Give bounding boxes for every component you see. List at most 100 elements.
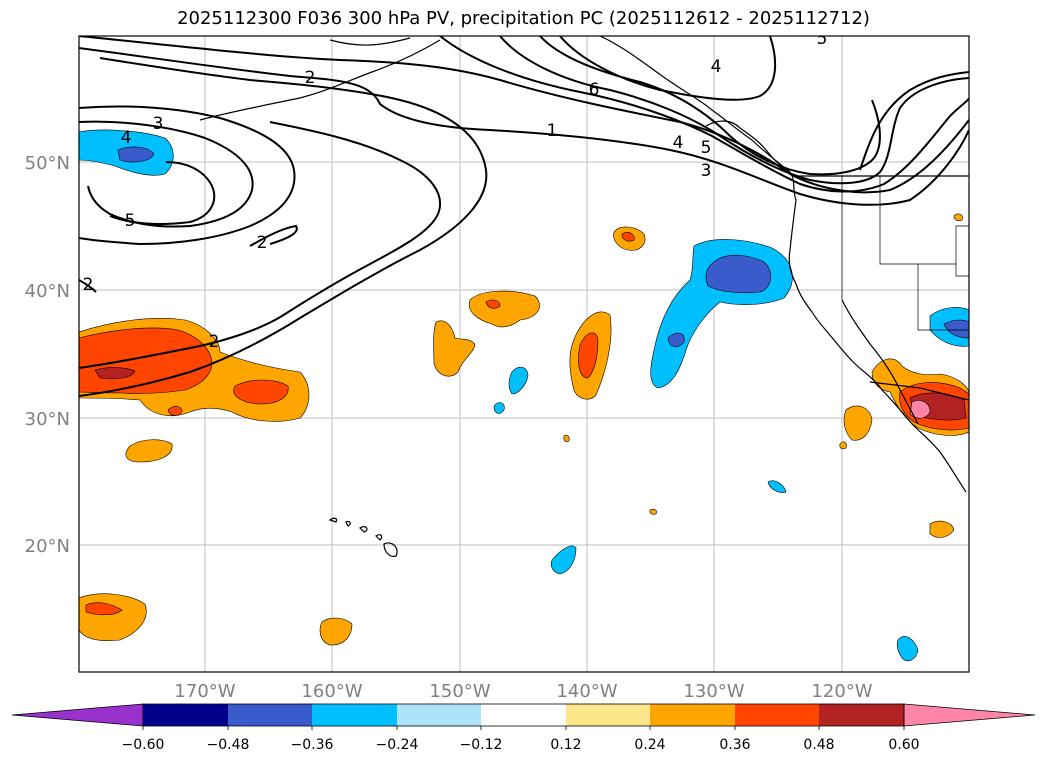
border-us-mexico <box>869 381 969 401</box>
pv-contour-far-sw <box>79 279 97 293</box>
colorbar-swatch <box>819 704 904 726</box>
precip-orange-tiny <box>563 434 570 443</box>
precip-red-152-38 <box>485 299 501 309</box>
colorbar-tick-label: −0.12 <box>460 737 503 753</box>
colorbar-tick-label: −0.36 <box>291 737 334 753</box>
precip-orange-165 <box>125 439 173 463</box>
precip-red-sw <box>85 602 123 616</box>
contour-labels: 2 3 4 5 2 2 2 6 1 4 5 3 4 5 <box>83 29 828 352</box>
precip-red-140-34 <box>578 332 599 379</box>
precip-red-dot <box>167 406 183 416</box>
lat-label: 40°N <box>25 281 70 302</box>
colorbar-swatch <box>481 704 566 726</box>
precip-orange-155-34 <box>433 320 476 377</box>
contour-label: 5 <box>817 29 828 49</box>
islands-hawaii <box>328 517 398 557</box>
coast-baja <box>841 299 919 425</box>
contour-label: 2 <box>305 68 316 88</box>
precip-orange-123-29 <box>843 405 873 441</box>
precip-darkblue-north <box>117 146 155 163</box>
islands-coast-bc <box>705 120 791 173</box>
contour-label: 2 <box>83 275 94 295</box>
pv-contour-6 <box>559 36 777 101</box>
colorbar-tick-label: 0.36 <box>719 737 750 753</box>
colorbar-swatch <box>566 704 650 726</box>
coast-north-america <box>599 36 967 493</box>
contour-label: 5 <box>125 211 136 231</box>
colorbar-tick-label: −0.60 <box>122 737 165 753</box>
lon-label: 120°W <box>811 681 872 702</box>
pv-contour-3-north <box>439 36 969 193</box>
colorbar-tick-label: −0.24 <box>376 737 419 753</box>
contour-label: 5 <box>701 138 712 158</box>
contour-label: 1 <box>547 121 558 141</box>
colorbar-swatch <box>143 704 228 726</box>
contour-label: 3 <box>701 161 712 181</box>
lat-label: 50°N <box>25 153 70 174</box>
pv-contour-us <box>859 71 969 171</box>
map-area: 2 3 4 5 2 2 2 6 1 4 5 3 4 5 <box>79 29 969 672</box>
contour-label: 4 <box>121 128 132 148</box>
precip-orange-160-15 <box>319 617 353 646</box>
colorbar: −0.60 −0.48 −0.36 −0.24 −0.12 0.12 0.24 … <box>11 703 1036 753</box>
contour-label: 2 <box>257 233 268 253</box>
contour-label: 4 <box>711 57 722 77</box>
map-title: 2025112300 F036 300 hPa PV, precipitatio… <box>177 8 870 29</box>
colorbar-tick-label: −0.48 <box>207 737 250 753</box>
pv-contour-3 <box>79 105 296 246</box>
precip-blue-sw-hawaii <box>550 545 577 575</box>
precip-darkblue-us <box>943 319 969 339</box>
pv-contour-2-west <box>79 57 488 397</box>
precip-blue-mid <box>767 480 787 493</box>
precip-orange-us-north <box>953 213 963 222</box>
colorbar-swatch <box>650 704 735 726</box>
colorbar-frame <box>142 703 905 727</box>
pv-contour-2-small <box>249 224 298 247</box>
colorbar-swatch <box>735 704 819 726</box>
lon-label: 160°W <box>301 681 362 702</box>
contour-label: 6 <box>589 80 600 100</box>
contour-label: 2 <box>209 332 220 352</box>
contour-label: 3 <box>153 114 164 134</box>
lat-label: 30°N <box>25 409 70 430</box>
pv-contour-2-b <box>79 121 441 369</box>
precip-blue-south <box>896 636 919 662</box>
pv-contour-4-north <box>499 36 969 185</box>
border-states <box>841 176 969 331</box>
lon-label: 130°W <box>683 681 744 702</box>
precip-orange-tiny2 <box>649 508 657 515</box>
lon-label: 150°W <box>429 681 490 702</box>
lat-label: 20°N <box>25 536 70 557</box>
colorbar-swatch <box>397 704 481 726</box>
lon-label: 170°W <box>174 681 235 702</box>
map-frame <box>78 35 970 673</box>
precip-darkblue-east <box>705 254 772 294</box>
colorbar-extend-min <box>11 703 144 727</box>
precip-orange-mex <box>929 520 955 538</box>
latitude-labels: 50°N 40°N 30°N 20°N <box>25 153 70 557</box>
pv-contour-2-north <box>79 36 969 194</box>
colorbar-tick-label: 0.48 <box>803 737 834 753</box>
precip-red-137-44 <box>621 232 635 242</box>
coastlines <box>199 36 969 557</box>
pv-contours <box>79 36 969 397</box>
pv-contour-1 <box>79 47 969 206</box>
colorbar-tick-label: 0.24 <box>634 737 665 753</box>
precip-orange-tiny3 <box>839 441 847 450</box>
precip-blue-147 <box>493 402 505 414</box>
longitude-labels: 170°W 160°W 150°W 140°W 130°W 120°W <box>174 681 872 702</box>
pv-contour-4 <box>79 120 254 228</box>
precip-blue-145 <box>508 366 529 395</box>
colorbar-extend-max <box>903 703 1036 727</box>
lon-label: 140°W <box>556 681 617 702</box>
precip-darkblue-east2 <box>667 332 685 348</box>
precip-orange-152-38 <box>468 290 540 328</box>
colorbar-swatch <box>312 704 397 726</box>
colorbar-swatch <box>228 704 312 726</box>
precip-red-small <box>233 379 289 405</box>
pv-contour-5 <box>109 161 216 225</box>
colorbar-tick-label: 0.12 <box>550 737 581 753</box>
colorbar-tick-label: 0.60 <box>888 737 919 753</box>
precip-darkred-west <box>94 367 136 380</box>
